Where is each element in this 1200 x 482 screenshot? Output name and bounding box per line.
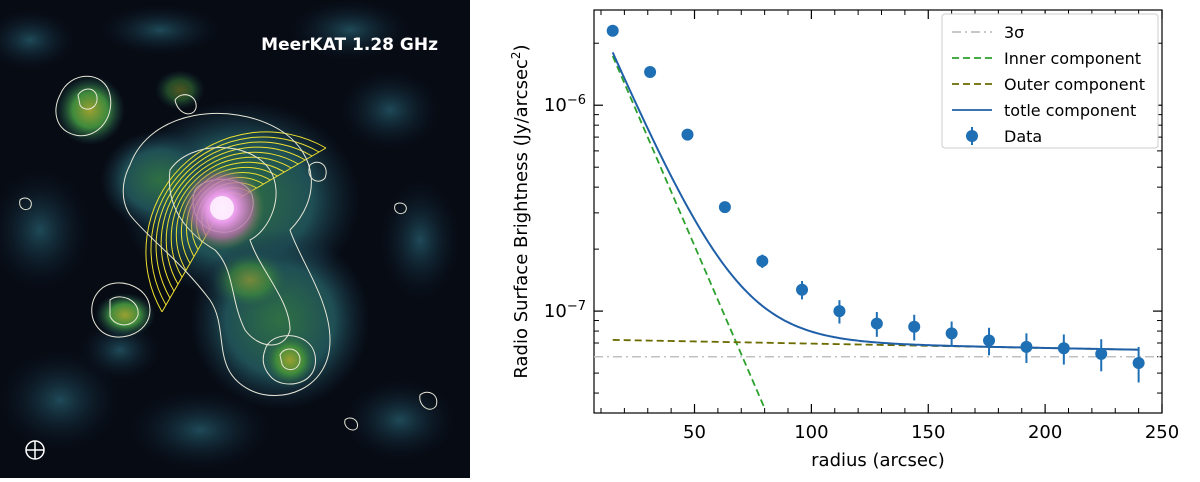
x-axis-ticks: 50 100 150 200 250 bbox=[683, 10, 1179, 443]
y-axis-ticks: 10−7 10−6 bbox=[544, 93, 1162, 322]
data-point bbox=[644, 65, 657, 78]
data-point bbox=[606, 24, 619, 37]
plot-frame bbox=[593, 9, 1163, 414]
sector-annulus-arc bbox=[155, 141, 313, 299]
x-axis-label: radius (arcsec) bbox=[811, 450, 945, 471]
sector-annulus-arc bbox=[160, 146, 306, 292]
legend-label: totle component bbox=[1004, 101, 1136, 120]
legend-label: Inner component bbox=[1004, 49, 1141, 68]
noise-texture bbox=[0, 0, 460, 470]
legend-box bbox=[941, 13, 1159, 149]
beam-ellipse-icon bbox=[25, 440, 45, 460]
legend-label: Data bbox=[1004, 127, 1042, 146]
data-point bbox=[833, 305, 846, 318]
x-tick-label: 150 bbox=[911, 422, 945, 443]
image-label: MeerKAT 1.28 GHz bbox=[261, 35, 438, 55]
data-points bbox=[606, 24, 1145, 383]
inner-component-curve bbox=[611, 55, 766, 409]
sector-annulus-arc bbox=[150, 136, 320, 306]
x-tick-label: 100 bbox=[794, 422, 828, 443]
radio-image: MeerKAT 1.28 GHz bbox=[0, 0, 470, 478]
chart-panel: 50 100 150 200 250 10−7 10−6 radius (arcsec) … bbox=[470, 0, 1200, 478]
data-point bbox=[908, 320, 921, 333]
data-point bbox=[1095, 347, 1108, 360]
data-point bbox=[1132, 356, 1145, 369]
data-point bbox=[681, 128, 694, 141]
legend-label: 3σ bbox=[1004, 23, 1024, 42]
data-point bbox=[718, 201, 731, 214]
total-component-curve bbox=[611, 51, 1139, 351]
data-point bbox=[870, 317, 883, 330]
y-tick-label: 10−6 bbox=[544, 93, 586, 117]
y-axis-label-superscript: 2 bbox=[509, 51, 523, 59]
sector-annulus-arc bbox=[145, 131, 327, 313]
surface-brightness-chart: 50 100 150 200 250 10−710−6 radius (arcsec) … bbox=[509, 9, 1179, 471]
y-axis-label-main: Radio Surface Brightness (Jy/arcsec bbox=[511, 59, 532, 379]
legend: 3σ Inner component Outer component totle co… bbox=[941, 13, 1159, 149]
x-tick-label: 200 bbox=[1028, 422, 1062, 443]
data-point bbox=[1020, 340, 1033, 353]
core-emission bbox=[180, 166, 264, 250]
radio-image-panel: MeerKAT 1.28 GHz bbox=[0, 0, 470, 478]
data-point bbox=[1057, 342, 1070, 355]
y-axis-label: Radio Surface Brightness (Jy/arcsec2) bbox=[509, 44, 532, 378]
y-axis-label-end: ) bbox=[511, 44, 532, 51]
data-point bbox=[756, 255, 769, 268]
x-tick-label: 50 bbox=[683, 422, 706, 443]
legend-label: Outer component bbox=[1004, 75, 1145, 94]
data-point bbox=[983, 334, 996, 347]
x-tick-label: 250 bbox=[1145, 422, 1179, 443]
data-point bbox=[945, 327, 958, 340]
data-point bbox=[796, 283, 809, 296]
y-tick-label: 10−7 bbox=[544, 299, 586, 323]
legend-swatch-marker bbox=[966, 130, 978, 142]
model-curves bbox=[594, 51, 1162, 409]
